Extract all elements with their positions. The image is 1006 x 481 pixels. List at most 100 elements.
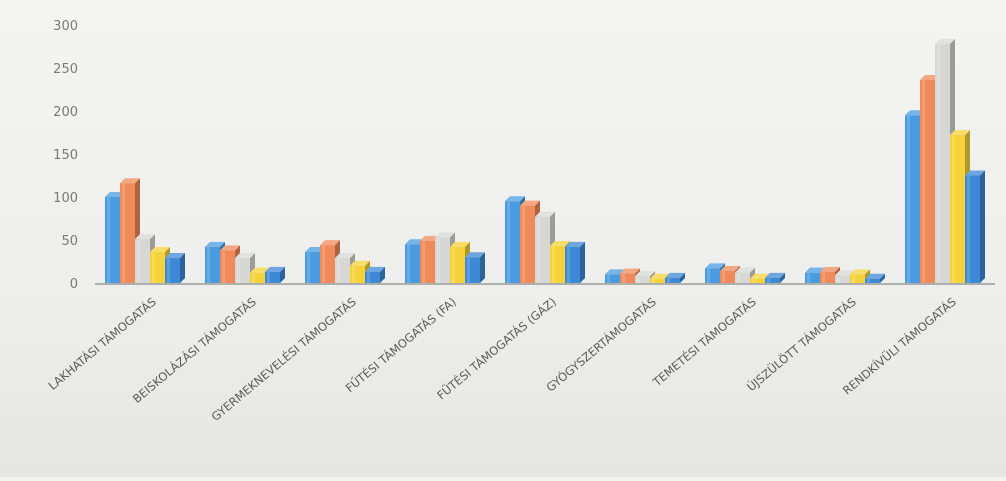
- bar-top: [850, 269, 870, 275]
- bar-highlight: [207, 246, 210, 283]
- y-tick-label: 150: [53, 148, 78, 163]
- bar: [565, 241, 585, 283]
- category-label: RENDKÍVÜLI TÁMOGATÁS: [839, 293, 959, 398]
- bar-top: [705, 263, 725, 269]
- bar-top: [335, 253, 355, 259]
- bar-front: [765, 277, 780, 283]
- bar-highlight: [807, 272, 810, 283]
- bar-top: [520, 200, 540, 206]
- y-tick-label: 0: [70, 277, 78, 292]
- bar-side: [880, 273, 885, 283]
- category-label: LAKHATÁSI TÁMOGATÁS: [45, 294, 159, 393]
- bar: [365, 266, 385, 283]
- bar-side: [980, 170, 985, 283]
- bar-top: [135, 234, 155, 240]
- bar-highlight: [307, 252, 310, 283]
- bar-highlight: [837, 275, 840, 283]
- bar-top: [265, 266, 285, 272]
- bar-top: [765, 272, 785, 278]
- bar-top: [450, 241, 470, 247]
- bar-front: [850, 274, 865, 283]
- bar-top: [550, 241, 570, 247]
- bar-side: [680, 272, 685, 283]
- bar-highlight: [752, 278, 755, 283]
- bar-highlight: [137, 239, 140, 283]
- bar-top: [535, 211, 555, 217]
- bar-highlight: [122, 183, 125, 283]
- y-tick-label: 300: [53, 19, 78, 34]
- category-label: FŰTÉSI TÁMOGATÁS (FA): [342, 294, 459, 395]
- bars-layer: [105, 38, 985, 283]
- bar-top: [720, 265, 740, 271]
- bar-top: [805, 267, 825, 273]
- bar-front: [750, 278, 765, 283]
- bar-side: [580, 241, 585, 283]
- bar-highlight: [937, 43, 940, 283]
- bar-front: [265, 271, 280, 283]
- bar-highlight: [222, 250, 225, 283]
- bar-side: [380, 266, 385, 283]
- bar-highlight: [507, 201, 510, 283]
- bar-top: [635, 271, 655, 277]
- bar-top: [665, 272, 685, 278]
- bar-top: [435, 232, 455, 238]
- bar: [965, 170, 985, 283]
- bar-highlight: [567, 246, 570, 283]
- bar-top: [820, 266, 840, 272]
- bar-highlight: [322, 245, 325, 283]
- bar-front: [620, 273, 635, 283]
- bar-highlight: [152, 252, 155, 283]
- y-tick-label: 100: [53, 191, 78, 206]
- bar-top: [465, 252, 485, 258]
- bar-highlight: [722, 270, 725, 283]
- y-tick-label: 50: [61, 234, 78, 249]
- bar-highlight: [737, 272, 740, 283]
- bar-highlight: [622, 273, 625, 283]
- category-label: TEMETÉSI TÁMOGATÁS: [649, 294, 759, 390]
- bar-top: [205, 241, 225, 247]
- bar-highlight: [637, 276, 640, 283]
- bar-front: [250, 272, 265, 283]
- bar-highlight: [922, 80, 925, 283]
- bar-side: [180, 253, 185, 283]
- bar-top: [620, 268, 640, 274]
- bar-front: [865, 278, 880, 283]
- bar-highlight: [367, 271, 370, 283]
- bar-highlight: [522, 205, 525, 283]
- bar-front: [735, 272, 750, 283]
- bar-top: [650, 273, 670, 279]
- bar-highlight: [967, 175, 970, 283]
- bar-highlight: [952, 135, 955, 283]
- bar-front: [365, 271, 380, 283]
- bar-top: [950, 130, 970, 136]
- bar-highlight: [537, 216, 540, 283]
- bar-top: [365, 266, 385, 272]
- bar-top: [935, 38, 955, 44]
- bar: [765, 272, 785, 283]
- bar-highlight: [652, 278, 655, 283]
- axis-layer: 0 50 100 150 200 250 300: [53, 19, 995, 292]
- bar-highlight: [352, 265, 355, 283]
- bar-front: [635, 276, 650, 283]
- bar: [865, 273, 885, 283]
- bar-highlight: [867, 278, 870, 283]
- bar-top: [150, 247, 170, 253]
- bar-highlight: [407, 244, 410, 283]
- y-tick-label: 200: [53, 105, 78, 120]
- y-tick-label: 250: [53, 62, 78, 77]
- bar-side: [480, 252, 485, 283]
- bar-highlight: [667, 277, 670, 283]
- bar: [665, 272, 685, 283]
- bar-highlight: [707, 268, 710, 283]
- bar-highlight: [452, 246, 455, 283]
- bar-top: [750, 273, 770, 279]
- bar-top: [235, 253, 255, 259]
- category-label: ÚJSZÜLÖTT TÁMOGATÁS: [743, 293, 859, 394]
- bar-highlight: [422, 240, 425, 283]
- bar-highlight: [167, 258, 170, 283]
- bar-highlight: [852, 274, 855, 283]
- bar-highlight: [237, 258, 240, 283]
- bar-top: [220, 245, 240, 251]
- bar-top: [250, 267, 270, 273]
